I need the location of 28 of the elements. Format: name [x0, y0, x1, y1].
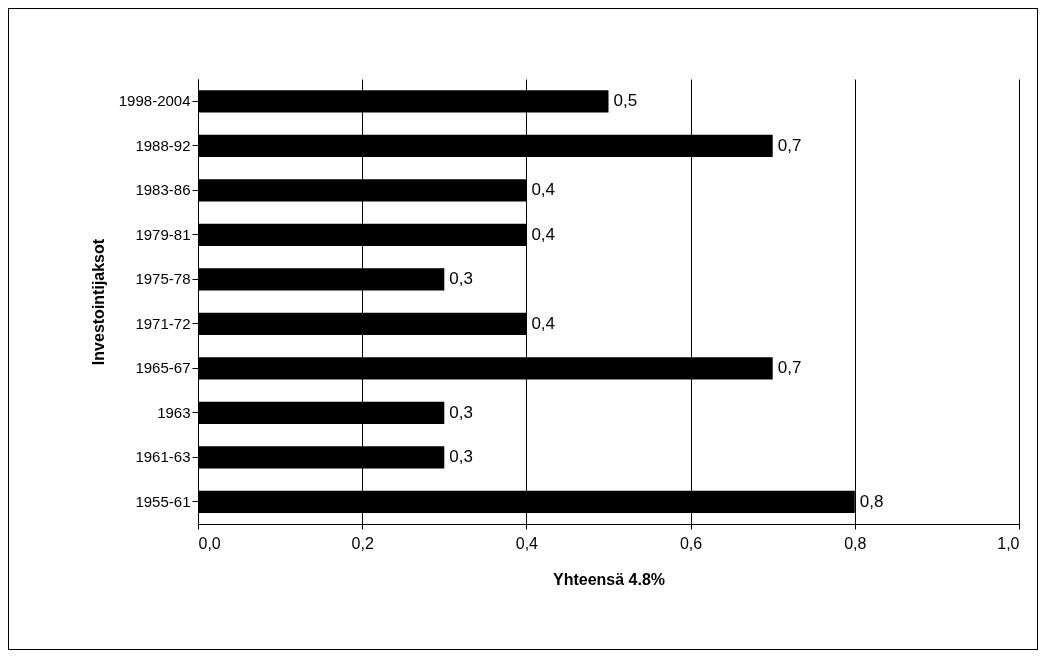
y-tick-label: 1955-61 [135, 492, 191, 510]
y-tick-label: 1963 [157, 403, 191, 421]
y-axis-title: Investointijaksot [89, 238, 107, 366]
x-tick-label: 0,2 [351, 534, 374, 552]
data-label: 0,8 [859, 491, 884, 511]
x-tick-label: 0,0 [198, 534, 221, 552]
y-tick-label: 1965-67 [135, 359, 191, 377]
x-axis-title: Yhteensä 4.8% [552, 570, 666, 588]
data-label: 0,4 [531, 224, 556, 244]
x-tick-label: 0,8 [844, 534, 867, 552]
y-tick-label: 1971-72 [135, 314, 191, 332]
data-label: 0,3 [449, 269, 473, 289]
y-tick-label: 1961-63 [135, 448, 191, 466]
data-label: 0,3 [449, 402, 473, 422]
x-tick-label: 0,4 [515, 534, 539, 552]
data-label: 0,4 [531, 180, 556, 200]
data-label: 0,7 [777, 135, 802, 155]
y-tick-label: 1983-86 [135, 181, 191, 199]
y-tick-label: 1979-81 [135, 225, 191, 243]
x-tick-label: 1,0 [997, 534, 1020, 552]
x-tick-label: 0,6 [679, 534, 703, 552]
y-tick-label: 1988-92 [135, 136, 191, 154]
data-label: 0,5 [613, 91, 638, 111]
y-tick-label: 1975-78 [135, 270, 191, 288]
data-label: 0,3 [449, 447, 473, 467]
data-label: 0,7 [777, 358, 802, 378]
data-label: 0,4 [531, 313, 556, 333]
y-tick-label: 1998-2004 [118, 92, 191, 110]
